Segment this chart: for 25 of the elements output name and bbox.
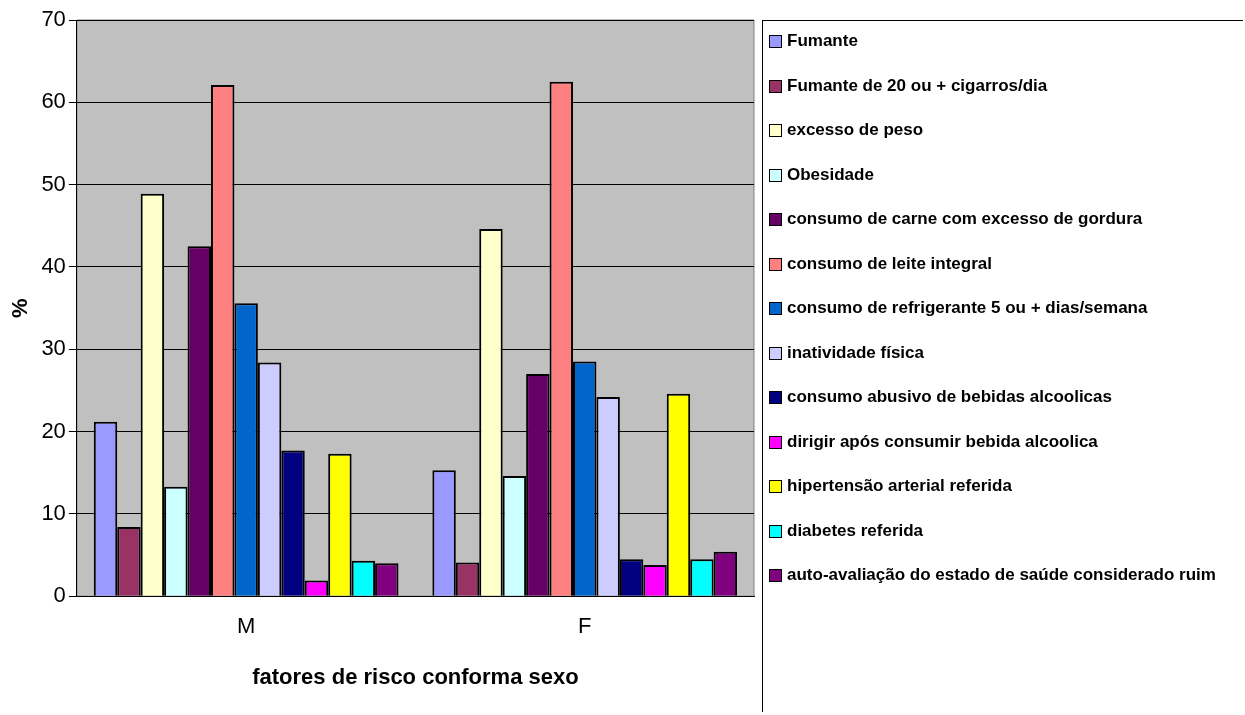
y-tick-label: 60 [41,88,66,114]
x-tick-label: F [577,613,592,639]
y-tick-label: 10 [41,499,66,525]
legend-label: dirigir após consumir bebida alcoolica [787,431,1098,452]
y-tick-label: 50 [41,170,66,196]
y-tick-label: 20 [41,417,66,443]
legend-label: hipertensão arterial referida [787,476,1012,496]
y-tick-label: 0 [53,582,66,608]
y-tick-label: 70 [41,6,66,32]
legend-label: consumo de carne com excesso de gordura [787,209,1143,229]
legend-label: auto-avaliação do estado de saúde considerado ruim [787,565,1216,585]
legend-label: excesso de peso [787,120,924,140]
legend-label: diabetes referida [787,520,924,541]
legend-label: consumo de refrigerante 5 ou + dias/semana [787,298,1148,318]
y-tick-label: 40 [41,253,66,279]
legend-label: Obesidade [787,164,874,185]
legend-label: consumo abusivo de bebidas alcoolicas [787,387,1112,407]
legend-label: consumo de leite integral [787,253,992,274]
x-tick-label: M [236,613,256,639]
y-tick-label: 30 [41,335,66,361]
y-axis-title: % [7,298,33,318]
legend-label: Fumante de 20 ou + cigarros/dia [787,75,1048,96]
legend-label: inatividade física [787,342,924,363]
x-axis-title: fatores de risco conforma sexo [252,663,579,689]
legend-label: Fumante [787,31,858,51]
